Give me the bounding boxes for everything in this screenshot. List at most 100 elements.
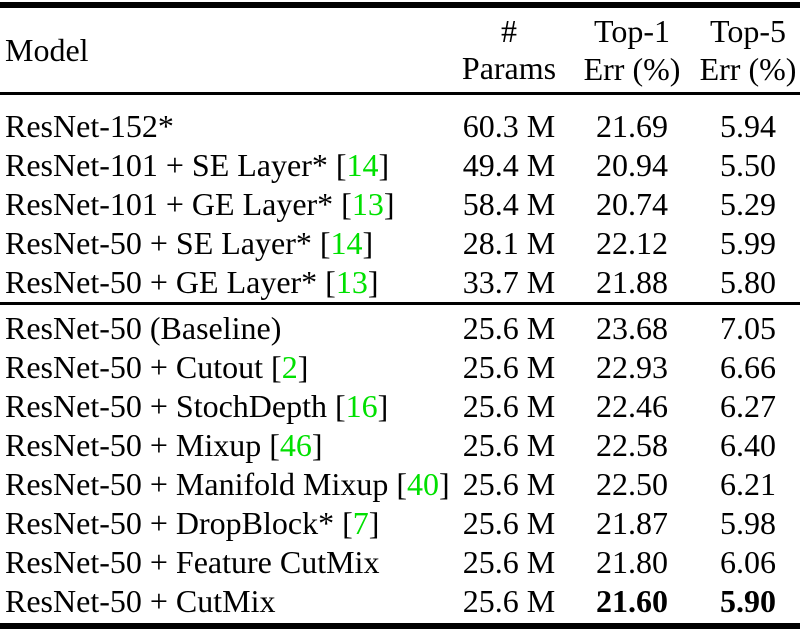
table-mid-rule <box>0 302 800 305</box>
citation-bracket-open: [ <box>342 505 353 541</box>
top1-err-cell: 23.68 <box>596 310 668 346</box>
citation-bracket-open: [ <box>319 225 331 261</box>
table-top-rule <box>0 2 800 8</box>
table-row: ResNet-50 + Manifold Mixup [40] 25.6 M 22.… <box>0 465 800 504</box>
params-cell: 25.6 M <box>462 427 556 463</box>
model-cell: ResNet-101 + GE Layer* [13] <box>0 185 450 224</box>
top1-err-cell: 22.12 <box>596 225 668 261</box>
model-name: ResNet-50 + DropBlock* <box>5 505 343 541</box>
params-cell: 28.1 M <box>462 225 556 261</box>
citation-bracket-close: ] <box>377 388 389 424</box>
citation-bracket-open: [ <box>335 147 347 183</box>
citation-bracket-open: [ <box>325 264 336 300</box>
params-cell: 60.3 M <box>462 108 556 144</box>
model-cell: ResNet-50 + Cutout [2] <box>0 348 450 387</box>
citation-link[interactable]: 14 <box>330 225 363 261</box>
table-row: ResNet-50 + Cutout [2] 25.6 M 22.93 6.66 <box>0 348 800 387</box>
top5-err-cell: 5.98 <box>720 505 776 541</box>
top1-err-cell: 20.94 <box>596 147 668 183</box>
params-cell: 25.6 M <box>462 466 556 502</box>
citation-bracket-close: ] <box>383 186 395 222</box>
model-cell: ResNet-101 + SE Layer* [14] <box>0 146 450 185</box>
table-row: ResNet-50 + DropBlock* [7] 25.6 M 21.87 5.9… <box>0 504 800 543</box>
top5-err-cell: 5.29 <box>720 186 776 222</box>
top1-err-cell: 21.69 <box>596 108 668 144</box>
top5-err-cell: 6.27 <box>720 388 776 424</box>
citation-link[interactable]: 13 <box>335 264 368 300</box>
top5-err-cell: 6.40 <box>720 427 776 463</box>
citation-link[interactable]: 14 <box>346 147 379 183</box>
header-top5-err: Top-5 Err (%) <box>696 12 800 88</box>
table-row: ResNet-50 (Baseline) 25.6 M 23.68 7.05 <box>0 309 800 348</box>
table-header-row: Model # Params Top-1 Err (%) Top-5 Err (… <box>0 8 800 92</box>
citation-bracket-close: ] <box>367 264 379 300</box>
model-cell: ResNet-50 + DropBlock* [7] <box>0 504 450 543</box>
header-params: # Params <box>461 13 557 86</box>
model-cell: ResNet-50 + SE Layer* [14] <box>0 224 450 263</box>
citation-bracket-open: [ <box>269 427 280 463</box>
citation-link[interactable]: 2 <box>281 349 298 385</box>
top1-err-cell: 21.80 <box>596 544 668 580</box>
citation-bracket-close: ] <box>439 466 450 502</box>
model-cell: ResNet-50 + StochDepth [16] <box>0 387 450 426</box>
top5-err-cell: 7.05 <box>720 310 776 346</box>
params-cell: 25.6 M <box>462 544 556 580</box>
table-group-resnet50-variants: ResNet-50 (Baseline) 25.6 M 23.68 7.05 ResNe… <box>0 305 800 623</box>
model-name: ResNet-50 + Mixup <box>5 427 270 463</box>
model-cell: ResNet-152* <box>0 107 450 146</box>
top1-err-cell: 22.93 <box>596 349 668 385</box>
table-row: ResNet-101 + SE Layer* [14] 49.4 M 20.94 5.… <box>0 146 800 185</box>
top5-err-cell: 6.06 <box>720 544 776 580</box>
citation-bracket-close: ] <box>378 147 390 183</box>
params-cell: 25.6 M <box>462 388 556 424</box>
table-row: ResNet-152* 60.3 M 21.69 5.94 <box>0 107 800 146</box>
params-cell: 25.6 M <box>462 310 556 346</box>
citation-bracket-close: ] <box>362 225 374 261</box>
model-cell: ResNet-50 + Manifold Mixup [40] <box>0 465 450 504</box>
table-row: ResNet-50 + Mixup [46] 25.6 M 22.58 6.40 <box>0 426 800 465</box>
citation-bracket-open: [ <box>396 466 407 502</box>
table-row: ResNet-50 + GE Layer* [13] 33.7 M 21.88 5.8… <box>0 263 800 302</box>
model-name: ResNet-50 + Feature CutMix <box>5 544 380 580</box>
citation-bracket-open: [ <box>335 388 346 424</box>
header-top5-line2: Err (%) <box>699 51 797 87</box>
model-name: ResNet-152* <box>5 108 174 144</box>
table-row: ResNet-50 + SE Layer* [14] 28.1 M 22.12 5.9… <box>0 224 800 263</box>
model-cell: ResNet-50 + Feature CutMix <box>0 543 450 582</box>
model-name: ResNet-50 + GE Layer* <box>5 264 326 300</box>
citation-link[interactable]: 40 <box>407 466 439 502</box>
top1-err-cell: 22.58 <box>596 427 668 463</box>
citation-link[interactable]: 46 <box>279 427 312 463</box>
params-cell: 25.6 M <box>462 583 556 619</box>
citation-link[interactable]: 16 <box>345 388 378 424</box>
citation-bracket-open: [ <box>271 349 282 385</box>
model-name: ResNet-50 + CutMix <box>5 583 276 619</box>
table-group-reference-models: ResNet-152* 60.3 M 21.69 5.94 ResNet-101 + S… <box>0 95 800 302</box>
table-row: ResNet-50 + Feature CutMix 25.6 M 21.80 6.0… <box>0 543 800 582</box>
citation-bracket-close: ] <box>368 505 380 541</box>
top5-err-cell: 6.21 <box>720 466 776 502</box>
table-bottom-rule <box>0 623 800 629</box>
top5-err-cell: 5.94 <box>720 108 776 144</box>
citation-bracket-open: [ <box>341 186 352 222</box>
model-cell: ResNet-50 + Mixup [46] <box>0 426 450 465</box>
citation-link[interactable]: 7 <box>352 505 369 541</box>
table-header-rule <box>0 92 800 95</box>
params-cell: 25.6 M <box>462 505 556 541</box>
params-cell: 25.6 M <box>462 349 556 385</box>
top1-err-cell: 21.88 <box>596 264 668 300</box>
citation-bracket-close: ] <box>311 427 323 463</box>
header-model: Model <box>5 31 89 68</box>
model-name: ResNet-50 (Baseline) <box>5 310 282 346</box>
model-cell: ResNet-50 + GE Layer* [13] <box>0 263 450 302</box>
top1-err-cell: 21.60 <box>596 583 668 619</box>
model-cell: ResNet-50 (Baseline) <box>0 309 450 348</box>
header-top1-err: Top-1 Err (%) <box>568 12 696 88</box>
params-cell: 58.4 M <box>462 186 556 222</box>
table-row: ResNet-50 + StochDepth [16] 25.6 M 22.46 6.… <box>0 387 800 426</box>
params-cell: 49.4 M <box>462 147 556 183</box>
citation-link[interactable]: 13 <box>351 186 384 222</box>
top5-err-cell: 5.50 <box>720 147 776 183</box>
header-top1-line1: Top-1 <box>594 13 670 49</box>
